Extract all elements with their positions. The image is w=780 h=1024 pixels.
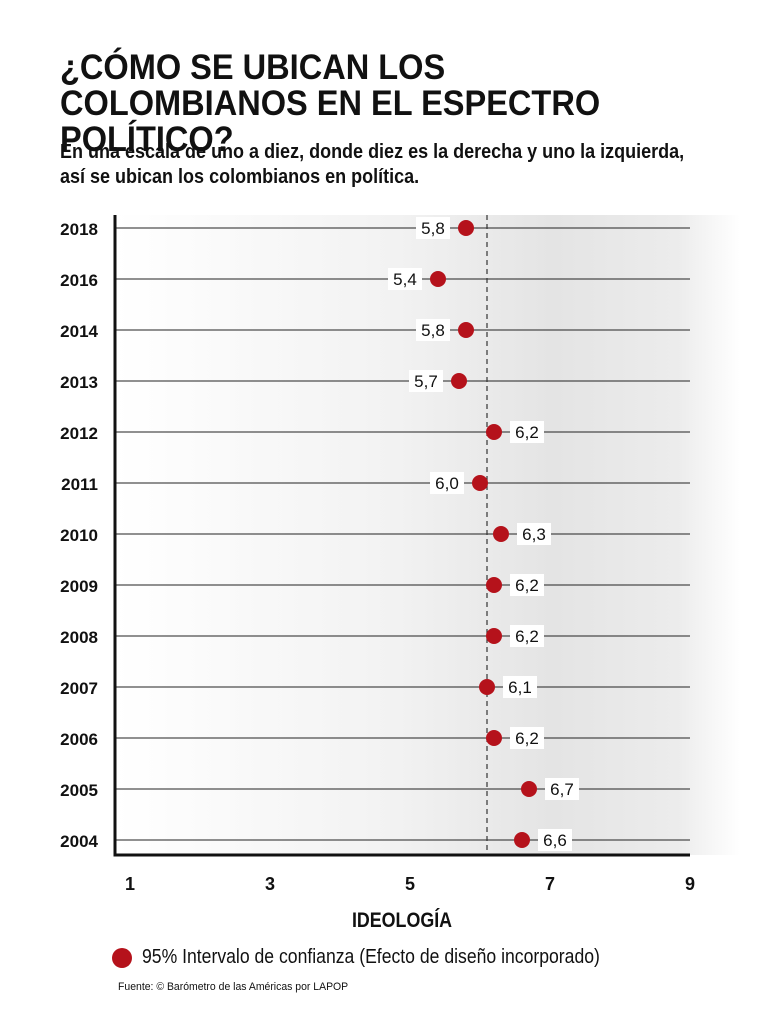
value-label: 5,7 [414,372,438,391]
value-label: 5,8 [421,219,445,238]
value-label: 6,2 [515,627,539,646]
value-label-background [510,727,544,749]
data-point [472,475,488,491]
plot-background [115,215,740,855]
legend-label: 95% Intervalo de confianza (Efecto de di… [142,946,600,968]
value-label: 6,7 [550,780,574,799]
y-tick-label: 2010 [60,526,98,545]
data-point [458,220,474,236]
y-tick-label: 2005 [60,781,98,800]
x-axis-label: IDEOLOGÍA [352,908,452,933]
data-point [486,577,502,593]
y-tick-label: 2009 [60,577,98,596]
y-tick-label: 2004 [60,832,98,851]
source-note: Fuente: © Barómetro de las Américas por … [118,981,349,993]
y-tick-label: 2011 [61,475,98,494]
value-label: 6,3 [522,525,546,544]
data-point [514,832,530,848]
x-tick-label: 3 [265,874,275,894]
value-label: 6,2 [515,729,539,748]
y-tick-label: 2016 [60,271,98,290]
data-point [479,679,495,695]
value-label-background [538,829,572,851]
data-point [451,373,467,389]
value-label-background [430,472,464,494]
value-label-background [388,268,422,290]
data-point [486,628,502,644]
chart-title: ¿CÓMO SE UBICAN LOS COLOMBIANOS EN EL ES… [60,48,601,159]
x-tick-label: 5 [405,874,415,894]
value-label: 6,2 [515,576,539,595]
y-tick-label: 2007 [60,679,98,698]
value-label-background [409,370,443,392]
data-point [430,271,446,287]
value-label: 5,4 [393,270,417,289]
data-point [521,781,537,797]
value-label-background [517,523,551,545]
y-tick-label: 2008 [60,628,98,647]
x-tick-label: 1 [125,874,135,894]
value-label: 6,1 [508,678,532,697]
value-label-background [416,217,450,239]
y-tick-label: 2012 [60,424,98,443]
value-label-background [510,625,544,647]
x-tick-label: 7 [545,874,555,894]
y-tick-label: 2006 [60,730,98,749]
value-label: 5,8 [421,321,445,340]
data-point [486,424,502,440]
value-label-background [510,421,544,443]
y-tick-label: 2013 [60,373,98,392]
legend-marker [112,947,132,968]
value-label-background [416,319,450,341]
y-tick-label: 2014 [60,322,98,341]
data-point [458,322,474,338]
value-label-background [503,676,537,698]
value-label-background [510,574,544,596]
value-label-background [545,778,579,800]
value-label: 6,6 [543,831,567,850]
data-point [486,730,502,746]
y-tick-label: 2018 [60,220,98,239]
chart-subtitle: En una escala de uno a diez, donde diez … [60,141,685,188]
value-label: 6,2 [515,423,539,442]
data-point [493,526,509,542]
x-tick-label: 9 [685,874,695,894]
chart-legend: 95% Intervalo de confianza (Efecto de di… [112,946,662,969]
value-label: 6,0 [435,474,459,493]
